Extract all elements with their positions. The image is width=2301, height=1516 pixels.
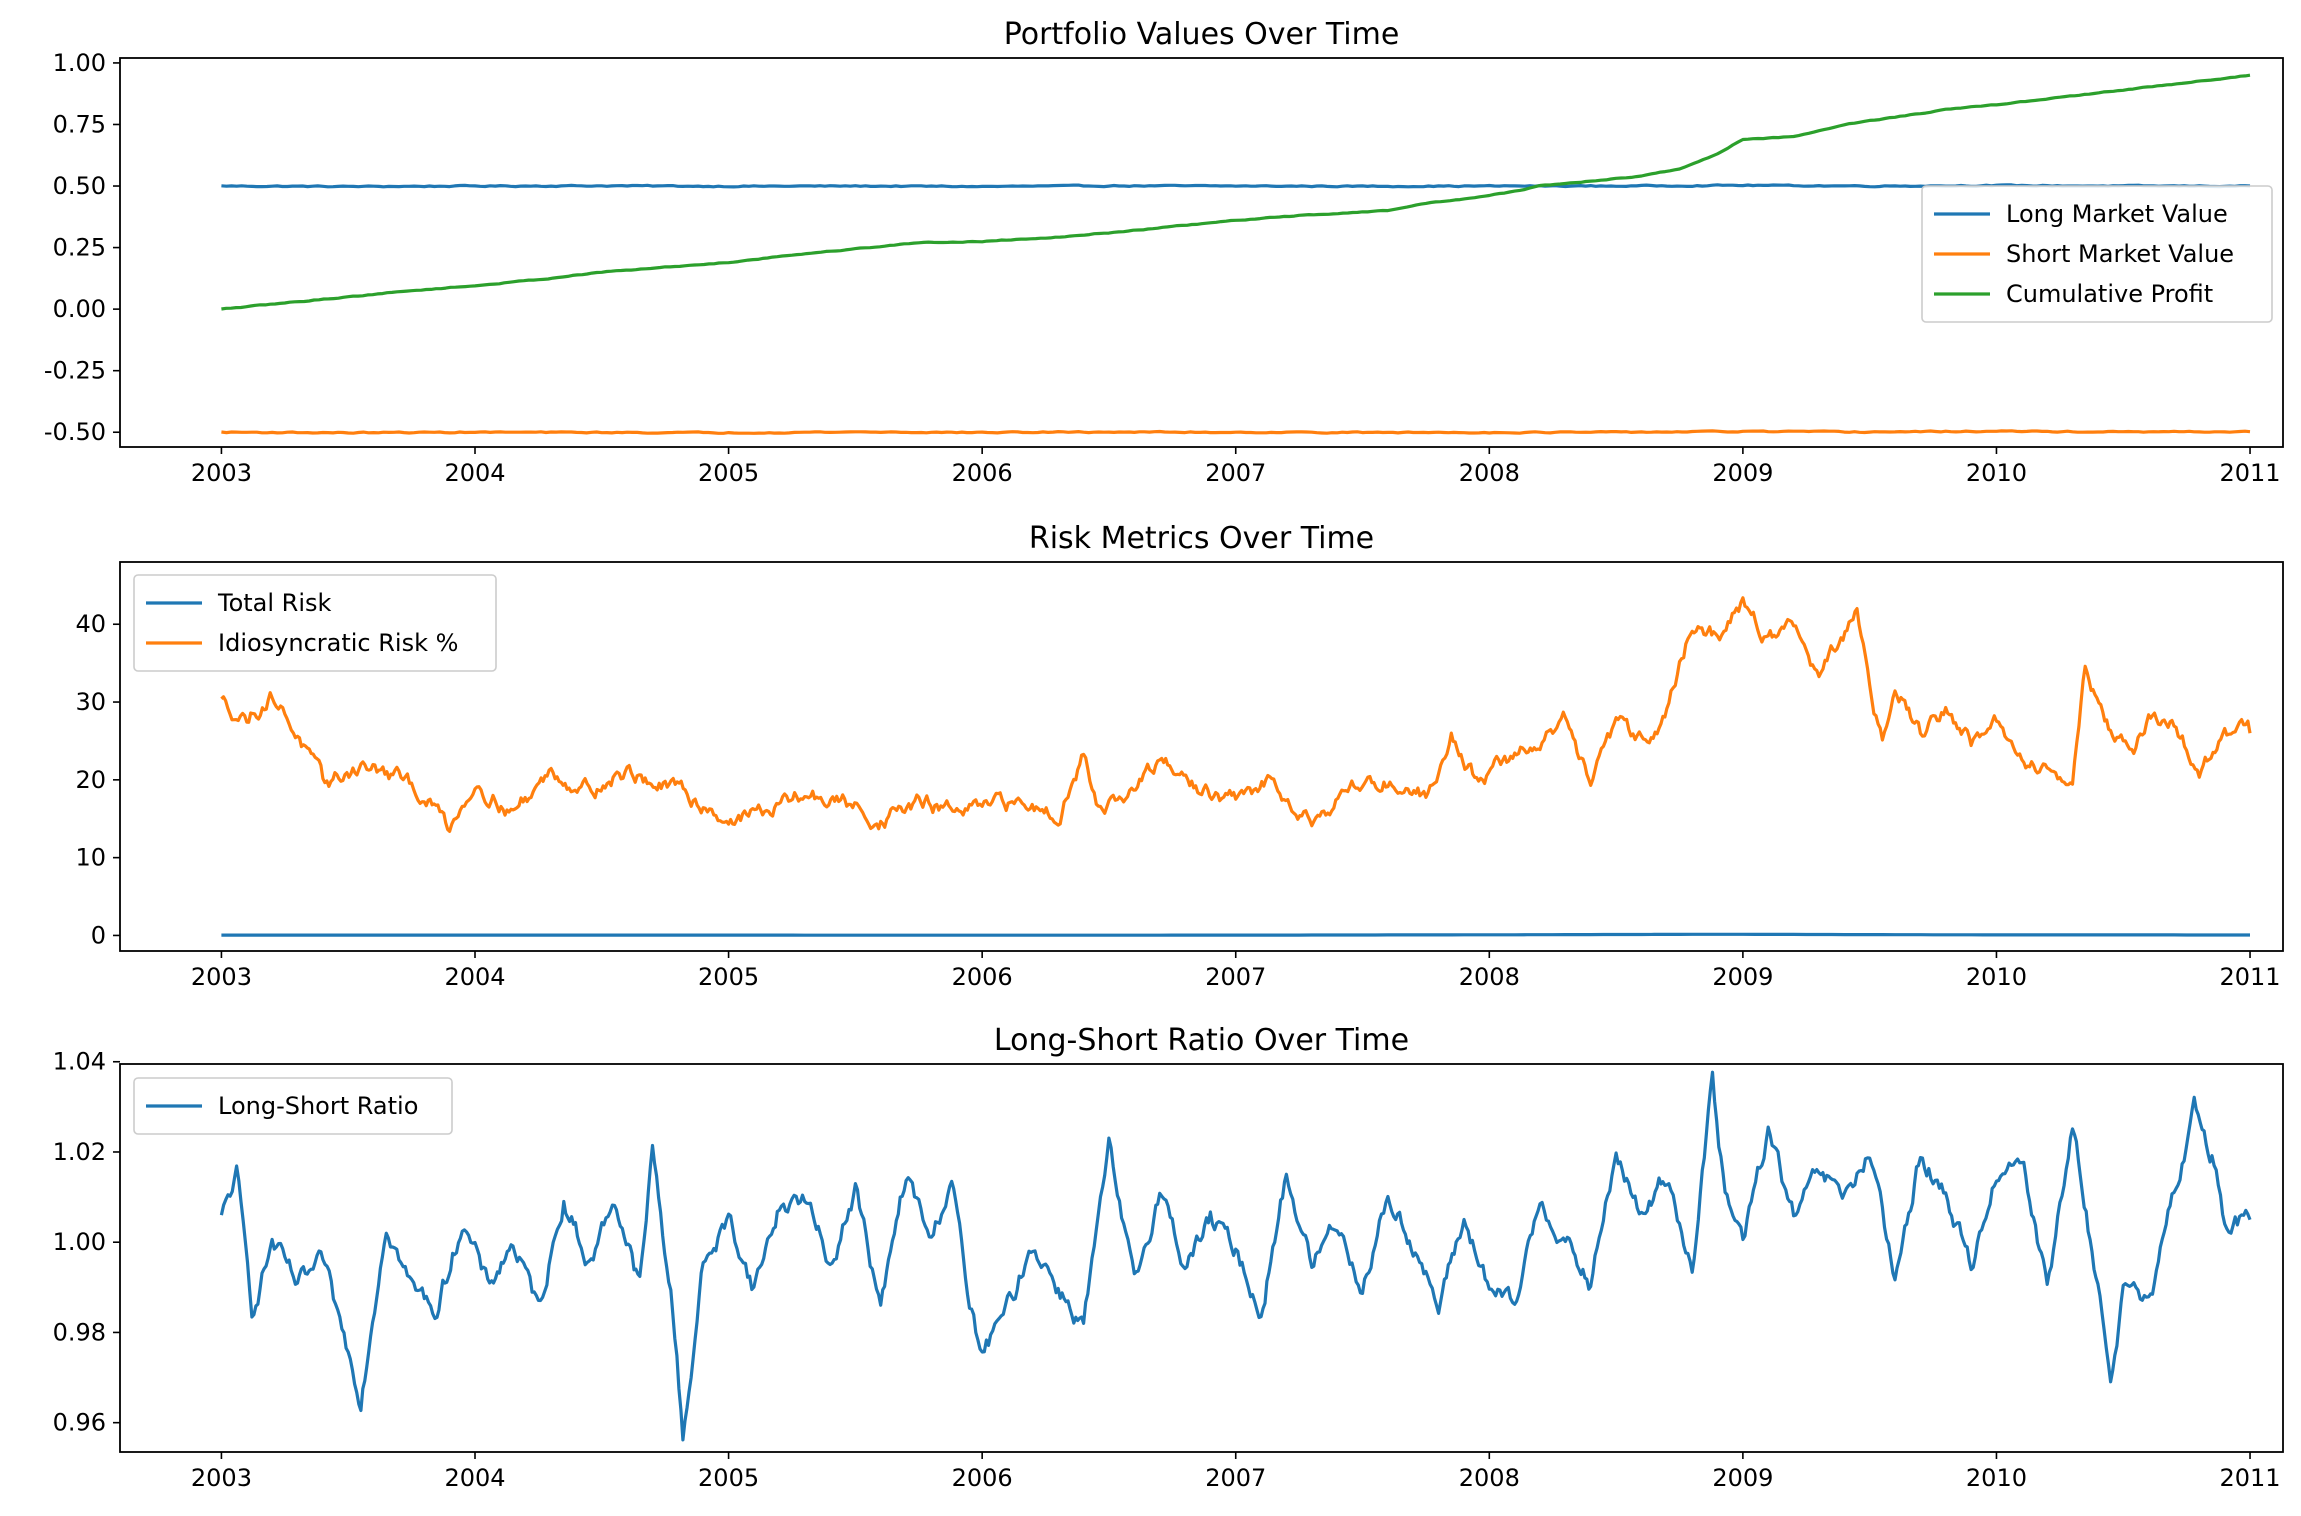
y-tick-label: 1.04 [53,1048,106,1076]
series-group [219,1070,2252,1442]
x-tick-label: 2008 [1459,1464,1520,1492]
legend: Total Risk Idiosyncratic Risk % [133,574,497,672]
y-tick-label: 40 [75,610,106,638]
series-group [221,73,2251,435]
x-tick-label: 2011 [2219,1464,2280,1492]
y-tick-label: 1.00 [53,1228,106,1256]
x-tick-label: 2011 [2219,459,2280,487]
legend: Long-Short Ratio [133,1077,453,1135]
chart-title: Risk Metrics Over Time [1029,521,1374,556]
series-line-long-short-ratio [219,1070,2252,1442]
risk-metrics-panel: Risk Metrics Over Time 2003 2004 2005 2006 20… [75,521,2284,991]
y-tick-label: 0.50 [53,172,106,200]
legend-label-total-risk: Total Risk [217,589,332,617]
x-tick-label: 2004 [444,459,505,487]
y-tick-label: 0.25 [53,234,106,262]
y-tick-label: 10 [75,844,106,872]
x-tick-label: 2007 [1205,1464,1266,1492]
y-tick-label: 30 [75,688,106,716]
x-tick-label: 2006 [952,459,1013,487]
legend-label-short-market-value: Short Market Value [2006,240,2234,268]
x-tick-label: 2010 [1966,459,2027,487]
legend-frame [133,1077,453,1135]
x-tick-label: 2003 [191,459,252,487]
legend-frame [133,574,497,672]
long-short-ratio-panel: Long-Short Ratio Over Time 2003 2004 2005 20… [53,1023,2284,1492]
x-tick-label: 2010 [1966,1464,2027,1492]
x-tick-label: 2007 [1205,963,1266,991]
x-tick-label: 2009 [1712,459,1773,487]
x-tick-label: 2003 [191,963,252,991]
y-tick-label: 1.00 [53,49,106,77]
x-tick-label: 2008 [1459,459,1520,487]
y-tick-label: 1.02 [53,1138,106,1166]
x-tick-label: 2006 [952,963,1013,991]
x-tick-label: 2005 [698,459,759,487]
legend-label-long-market-value: Long Market Value [2006,200,2228,228]
series-line-total-risk [221,932,2250,937]
series-line-long-market-value [221,183,2251,189]
y-tick-label: 0 [91,921,106,949]
legend-label-cumulative-profit: Cumulative Profit [2006,280,2213,308]
y-tick-label: -0.50 [44,418,106,446]
series-line-cumulative-profit [221,73,2251,311]
y-tick-label: 0.96 [53,1409,106,1437]
x-tick-label: 2004 [444,1464,505,1492]
y-tick-label: 0.98 [53,1318,106,1346]
series-line-short-market-value [221,429,2251,435]
x-tick-label: 2010 [1966,963,2027,991]
y-tick-label: 0.75 [53,110,106,138]
y-tick-label: -0.25 [44,357,106,385]
plot-frame [119,57,2284,448]
legend-label-long-short-ratio: Long-Short Ratio [218,1092,418,1120]
y-tick-label: 20 [75,766,106,794]
x-tick-label: 2007 [1205,459,1266,487]
legend: Long Market Value Short Market Value Cumul… [1921,185,2273,323]
x-tick-label: 2003 [191,1464,252,1492]
legend-frame [1921,185,2273,323]
x-tick-label: 2008 [1459,963,1520,991]
plot-frame [119,561,2284,952]
x-tick-label: 2005 [698,1464,759,1492]
chart-title: Portfolio Values Over Time [1004,17,1400,52]
x-tick-label: 2004 [444,963,505,991]
x-tick-label: 2009 [1712,963,1773,991]
plot-frame [119,1063,2284,1453]
y-tick-label: 0.00 [53,295,106,323]
legend-label-idiosyncratic-risk: Idiosyncratic Risk % [218,629,458,657]
x-tick-label: 2005 [698,963,759,991]
x-tick-label: 2006 [952,1464,1013,1492]
series-group [220,596,2252,937]
x-tick-label: 2011 [2219,963,2280,991]
chart-title: Long-Short Ratio Over Time [994,1023,1409,1058]
x-tick-label: 2009 [1712,1464,1773,1492]
series-line-idiosyncratic-risk [220,596,2252,833]
portfolio-values-panel: Portfolio Values Over Time 2003 2004 2005 20… [44,17,2284,487]
